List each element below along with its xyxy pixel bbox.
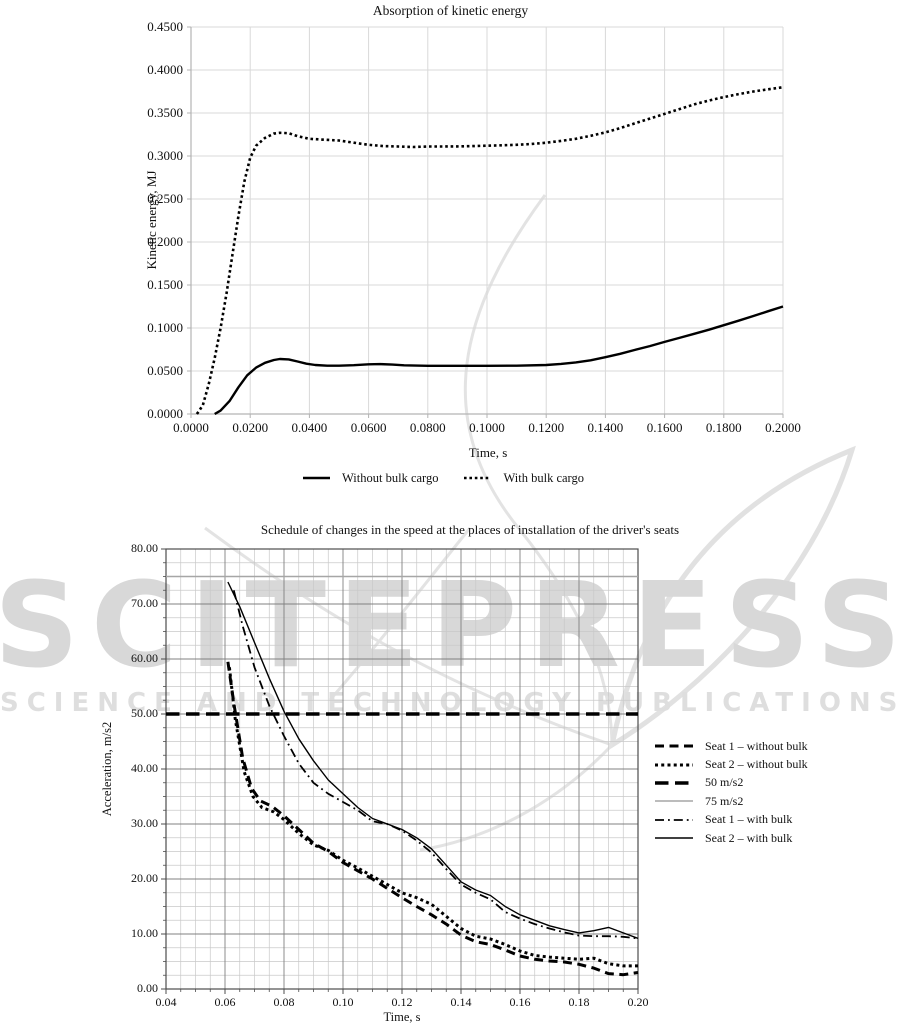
watermark-text-primary: SCITEPRESS (0, 575, 901, 675)
series-line-without-bulk-cargo (214, 305, 784, 416)
series-line-seat-2-without-bulk (227, 667, 638, 968)
series-line-with-bulk-cargo (195, 85, 784, 415)
swoosh-arc-cross (328, 527, 472, 701)
series-line-seat-2-with-bulk (227, 581, 639, 940)
swoosh-arc-left (463, 194, 614, 743)
series-line-seat-1-without-bulk (226, 661, 639, 977)
swoosh-leaf (608, 445, 856, 751)
swoosh-arc-tail (419, 743, 614, 852)
series-line-seat-1-with-bulk (232, 590, 639, 940)
